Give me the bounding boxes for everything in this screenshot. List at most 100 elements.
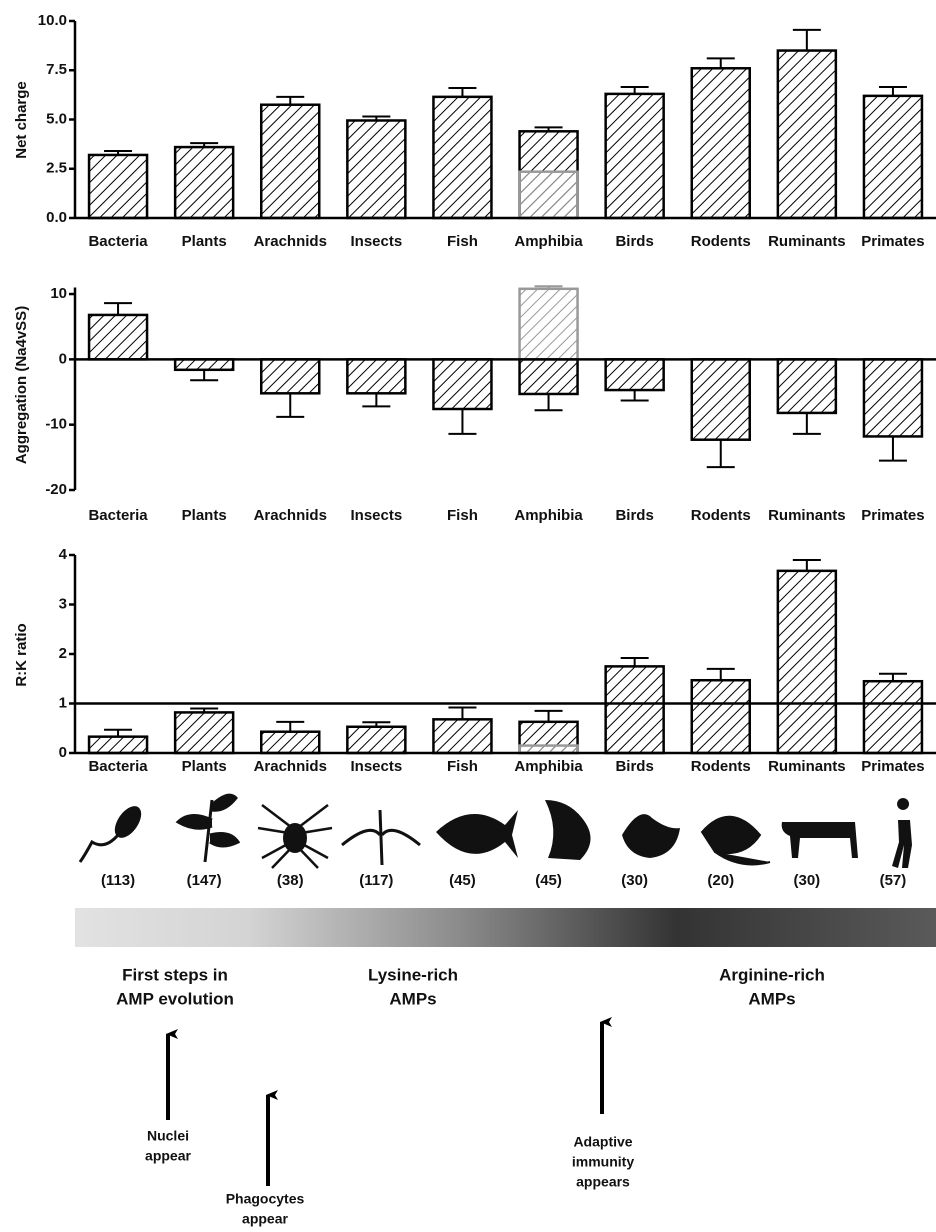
cow-icon: [782, 822, 858, 858]
x-tick-label: Arachnids: [254, 507, 327, 524]
bar: [692, 680, 750, 753]
bar: [520, 359, 578, 394]
error-bar: [448, 707, 476, 719]
bar: [175, 359, 233, 369]
sample-count: (38): [277, 872, 304, 889]
frog-icon: [545, 800, 591, 860]
x-tick-label: Bacteria: [88, 758, 148, 775]
error-bar: [793, 413, 821, 434]
error-bar: [621, 658, 649, 666]
y-tick-label: 2: [59, 645, 67, 662]
x-tick-label: Ruminants: [768, 758, 846, 775]
rat-icon: [702, 817, 770, 865]
x-tick-label: Bacteria: [88, 507, 148, 524]
x-tick-label: Amphibia: [514, 758, 583, 775]
error-bar: [448, 409, 476, 434]
event-label: appear: [242, 1211, 288, 1227]
error-bar: [362, 393, 390, 406]
bar: [433, 97, 491, 218]
mosquito-icon: [342, 810, 420, 865]
stage-label: AMPs: [389, 989, 436, 1008]
event-label: Phagocytes: [226, 1191, 305, 1207]
bar: [261, 105, 319, 218]
y-tick-label: -10: [45, 416, 67, 433]
error-bar: [793, 560, 821, 571]
bar: [778, 359, 836, 413]
error-bar: [276, 722, 304, 732]
human-icon: [892, 798, 912, 868]
organism-icons: [80, 795, 912, 868]
bar: [864, 359, 922, 436]
y-tick-label: 4: [59, 546, 68, 563]
error-bar: [621, 390, 649, 400]
x-tick-label: Insects: [350, 507, 402, 524]
sample-count: (30): [621, 872, 648, 889]
y-tick-label: 2.5: [46, 160, 67, 177]
error-bar: [879, 436, 907, 460]
y-tick-label: 10: [50, 285, 67, 302]
x-tick-label: Plants: [182, 507, 227, 524]
bar: [175, 147, 233, 218]
bar: [347, 727, 405, 753]
bar: [606, 666, 664, 753]
sample-count: (30): [794, 872, 821, 889]
bar: [606, 94, 664, 218]
y-tick-label: 7.5: [46, 61, 67, 78]
x-tick-label: Plants: [182, 233, 227, 250]
bar: [778, 571, 836, 753]
y-axis-title: R:K ratio: [13, 623, 30, 686]
x-tick-label: Fish: [447, 507, 478, 524]
stage-label: Arginine-rich: [719, 965, 825, 984]
bar: [606, 359, 664, 390]
bar: [261, 359, 319, 393]
x-tick-label: Birds: [615, 758, 653, 775]
bar: [261, 732, 319, 753]
figure: Net charge0.02.55.07.510.0BacteriaPlants…: [0, 0, 936, 1227]
bar: [692, 68, 750, 218]
stage-label: AMP evolution: [116, 989, 234, 1008]
error-bar: [535, 394, 563, 410]
sample-count: (20): [707, 872, 734, 889]
x-tick-label: Fish: [447, 758, 478, 775]
error-bar: [276, 393, 304, 417]
x-tick-label: Rodents: [691, 233, 751, 250]
x-tick-label: Primates: [861, 507, 924, 524]
error-bar: [190, 370, 218, 380]
bar: [89, 315, 147, 359]
y-tick-label: 1: [59, 694, 67, 711]
error-bar: [707, 58, 735, 68]
sample-count: (45): [449, 872, 476, 889]
event-label: appears: [576, 1174, 630, 1190]
y-tick-label: 3: [59, 595, 67, 612]
sample-count: (147): [187, 872, 222, 889]
error-bar: [535, 711, 563, 722]
x-tick-label: Fish: [447, 233, 478, 250]
bar: [692, 359, 750, 439]
x-tick-label: Arachnids: [254, 233, 327, 250]
y-axis-title: Aggregation (Na4vSS): [13, 306, 30, 464]
error-bar: [879, 87, 907, 96]
stage-label: First steps in: [122, 965, 228, 984]
x-tick-label: Insects: [350, 233, 402, 250]
bacterium-flagellum: [80, 835, 118, 862]
stage-label: Lysine-rich: [368, 965, 458, 984]
x-tick-label: Ruminants: [768, 233, 846, 250]
bar: [347, 359, 405, 393]
bar: [347, 120, 405, 218]
y-tick-label: 5.0: [46, 110, 67, 127]
error-bar: [448, 88, 476, 97]
bar: [778, 51, 836, 218]
x-tick-label: Ruminants: [768, 507, 846, 524]
y-tick-label: 0.0: [46, 209, 67, 226]
event-label: Adaptive: [573, 1134, 632, 1150]
bar: [89, 155, 147, 218]
sample-count: (57): [880, 872, 907, 889]
bar: [520, 289, 578, 360]
sample-count: (113): [101, 872, 135, 889]
y-tick-label: 0: [59, 350, 67, 367]
stage-label: AMPs: [748, 989, 795, 1008]
event-label: appear: [145, 1148, 191, 1164]
x-tick-label: Insects: [350, 758, 402, 775]
bar: [433, 719, 491, 753]
sample-count: (45): [535, 872, 562, 889]
